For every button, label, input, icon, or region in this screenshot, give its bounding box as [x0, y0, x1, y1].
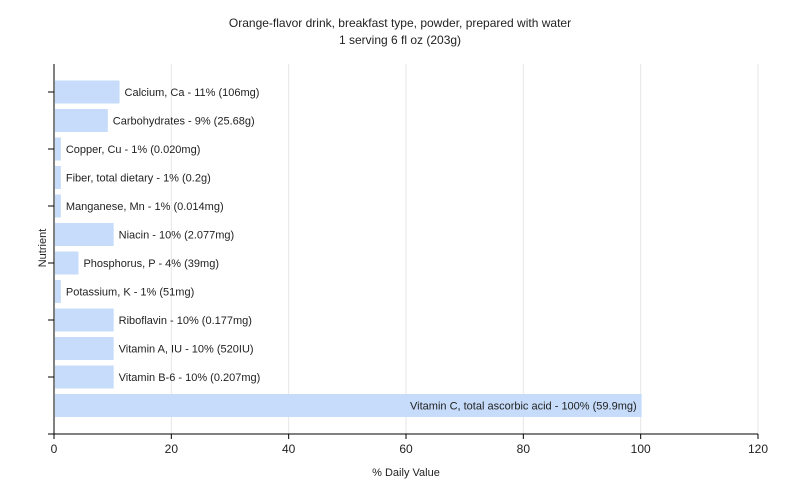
y-ticks	[48, 91, 54, 435]
bar	[55, 223, 114, 246]
bar-label: Calcium, Ca - 11% (106mg)	[125, 87, 260, 99]
y-axis-label: Nutrient	[37, 229, 49, 268]
bar	[55, 80, 120, 104]
bar-label: Fiber, total dietary - 1% (0.2g)	[66, 173, 211, 185]
bar	[55, 109, 108, 132]
bar	[55, 251, 79, 275]
bar	[55, 394, 642, 417]
x-tick-label: 20	[165, 442, 179, 456]
bars	[55, 80, 642, 417]
bar	[55, 280, 61, 303]
x-tick-label: 60	[399, 442, 413, 456]
bar	[55, 365, 114, 389]
bar-label: Vitamin B-6 - 10% (0.207mg)	[119, 372, 261, 384]
chart-title: Orange-flavor drink, breakfast type, pow…	[229, 16, 571, 30]
bar-labels: Calcium, Ca - 11% (106mg) Carbohydrates -…	[66, 87, 637, 413]
x-ticks: 0 20 40 60 80 100 120	[51, 434, 768, 456]
x-tick-label: 100	[631, 442, 651, 456]
bar-label: Copper, Cu - 1% (0.020mg)	[66, 144, 201, 156]
x-tick-label: 80	[517, 442, 531, 456]
x-tick-label: 120	[748, 442, 768, 456]
x-tick-label: 40	[282, 442, 296, 456]
bar	[55, 308, 114, 332]
bar-label: Riboflavin - 10% (0.177mg)	[119, 315, 252, 327]
bar-label: Carbohydrates - 9% (25.68g)	[113, 116, 255, 128]
grid-lines	[170, 64, 759, 434]
bar	[55, 194, 61, 218]
x-tick-label: 0	[51, 442, 58, 456]
chart-subtitle: 1 serving 6 fl oz (203g)	[339, 33, 461, 47]
bar-label: Vitamin A, IU - 10% (520IU)	[119, 344, 254, 356]
bar	[55, 137, 61, 161]
bar	[55, 166, 61, 189]
bar-label: Phosphorus, P - 4% (39mg)	[83, 258, 219, 270]
bar-label: Manganese, Mn - 1% (0.014mg)	[66, 201, 224, 213]
x-axis-label: % Daily Value	[372, 467, 440, 479]
bar-label: Vitamin C, total ascorbic acid - 100% (5…	[410, 401, 637, 413]
bar	[55, 337, 114, 360]
bar-label: Niacin - 10% (2.077mg)	[119, 230, 235, 242]
bar-label: Potassium, K - 1% (51mg)	[66, 287, 194, 299]
